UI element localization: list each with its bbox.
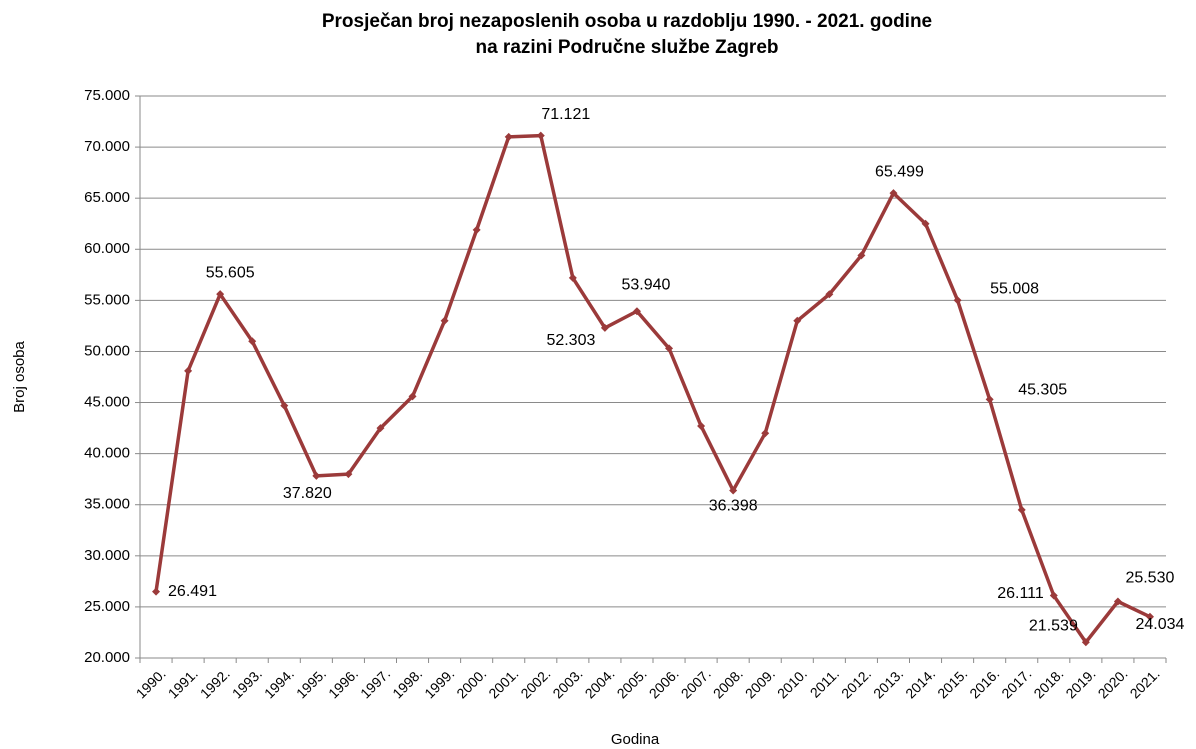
x-tick-label: 2011.: [807, 665, 842, 700]
point: [536, 131, 545, 140]
x-tick-label: 2016.: [966, 665, 1002, 701]
x-tick-label: 2010.: [774, 665, 810, 701]
line: [154, 133, 1151, 645]
point: [472, 225, 481, 234]
x-tick-label: 2019.: [1062, 665, 1098, 701]
point: [697, 422, 706, 431]
data-label: 55.008: [990, 281, 1039, 298]
x-tick-label: 2008.: [710, 665, 746, 701]
x-tick-label: 1992.: [197, 665, 233, 701]
y-tick-label: 75.000: [84, 87, 130, 104]
x-tick-label: 2021.: [1127, 665, 1163, 701]
point: [665, 344, 674, 353]
point: [1081, 638, 1090, 647]
x-tick-label: 2013.: [870, 665, 906, 701]
x-tick-label: 2009.: [742, 665, 778, 701]
point: [344, 470, 353, 479]
point: [729, 486, 738, 495]
point: [1049, 591, 1058, 600]
point: [568, 273, 577, 282]
y-tick-label: 30.000: [84, 547, 130, 564]
data-label: 71.121: [541, 106, 590, 123]
point: [857, 251, 866, 260]
x-tick-label: 2017.: [998, 665, 1034, 701]
x-tick-label: 2018.: [1030, 665, 1066, 701]
x-axis-label: Godina: [611, 731, 660, 748]
point: [953, 296, 962, 305]
point: [312, 471, 321, 480]
point: [216, 290, 225, 299]
x-tick-label: 1999.: [421, 665, 457, 701]
point: [825, 290, 834, 299]
x-tick-label: 2000.: [453, 665, 489, 701]
x-tick-label: 1998.: [389, 665, 425, 701]
y-tick-label: 35.000: [84, 496, 130, 513]
x-tick-label: 2005.: [614, 665, 650, 701]
x-tick-label: 1990.: [133, 665, 169, 701]
point: [408, 392, 417, 401]
y-tick-label: 65.000: [84, 189, 130, 206]
point: [248, 337, 257, 346]
x-tick-label: 1995.: [293, 665, 329, 701]
point: [280, 401, 289, 410]
x-tick-label: 2012.: [838, 665, 874, 701]
point: [184, 366, 193, 375]
chart-title: na razini Područne službe Zagreb: [475, 37, 778, 58]
data-label: 26.491: [168, 583, 217, 600]
point: [1113, 597, 1122, 606]
x-tick-label: 2015.: [934, 665, 970, 701]
data-label: 26.111: [997, 585, 1044, 602]
y-tick-label: 40.000: [84, 445, 130, 462]
x-tick-label: 1996.: [325, 665, 361, 701]
x-tick-label: 2003.: [549, 665, 585, 701]
data-label: 45.305: [1018, 382, 1067, 399]
point: [761, 429, 770, 438]
data-label: 36.398: [709, 498, 758, 515]
point: [889, 189, 898, 198]
y-tick-label: 20.000: [84, 649, 130, 666]
point: [1017, 505, 1026, 514]
y-tick-label: 25.000: [84, 598, 130, 615]
data-label: 52.303: [546, 332, 595, 349]
data-label: 25.530: [1125, 570, 1174, 587]
x-tick-label: 2001.: [485, 665, 521, 701]
chart-title: Prosječan broj nezaposlenih osoba u razd…: [322, 11, 932, 32]
x-tick-label: 1991.: [165, 665, 201, 701]
y-axis-label: Broj osoba: [11, 340, 28, 412]
point: [152, 587, 161, 596]
data-label: 24.034: [1136, 616, 1185, 633]
point: [376, 424, 385, 433]
x-tick-label: 2004.: [582, 665, 618, 701]
point: [1145, 612, 1154, 621]
point: [504, 132, 513, 141]
x-tick-label: 1997.: [357, 665, 393, 701]
y-tick-label: 55.000: [84, 291, 130, 308]
x-tick-label: 1994.: [261, 665, 297, 701]
data-label: 21.539: [1029, 617, 1078, 634]
point: [921, 219, 930, 228]
x-tick-label: 2002.: [517, 665, 553, 701]
data-label: 37.820: [283, 485, 332, 502]
y-tick-label: 45.000: [84, 394, 130, 411]
y-tick-label: 60.000: [84, 240, 130, 257]
x-tick-label: 2007.: [678, 665, 714, 701]
data-label: 53.940: [622, 276, 671, 293]
data-label: 65.499: [875, 163, 924, 180]
point: [600, 323, 609, 332]
x-tick-label: 2006.: [646, 665, 682, 701]
point: [793, 316, 802, 325]
y-tick-label: 50.000: [84, 342, 130, 359]
x-tick-label: 1993.: [229, 665, 265, 701]
x-tick-label: 2014.: [902, 665, 938, 701]
point: [632, 307, 641, 316]
point: [440, 316, 449, 325]
data-label: 55.605: [206, 264, 255, 281]
y-tick-label: 70.000: [84, 138, 130, 155]
point: [985, 395, 994, 404]
x-tick-label: 2020.: [1095, 665, 1131, 701]
